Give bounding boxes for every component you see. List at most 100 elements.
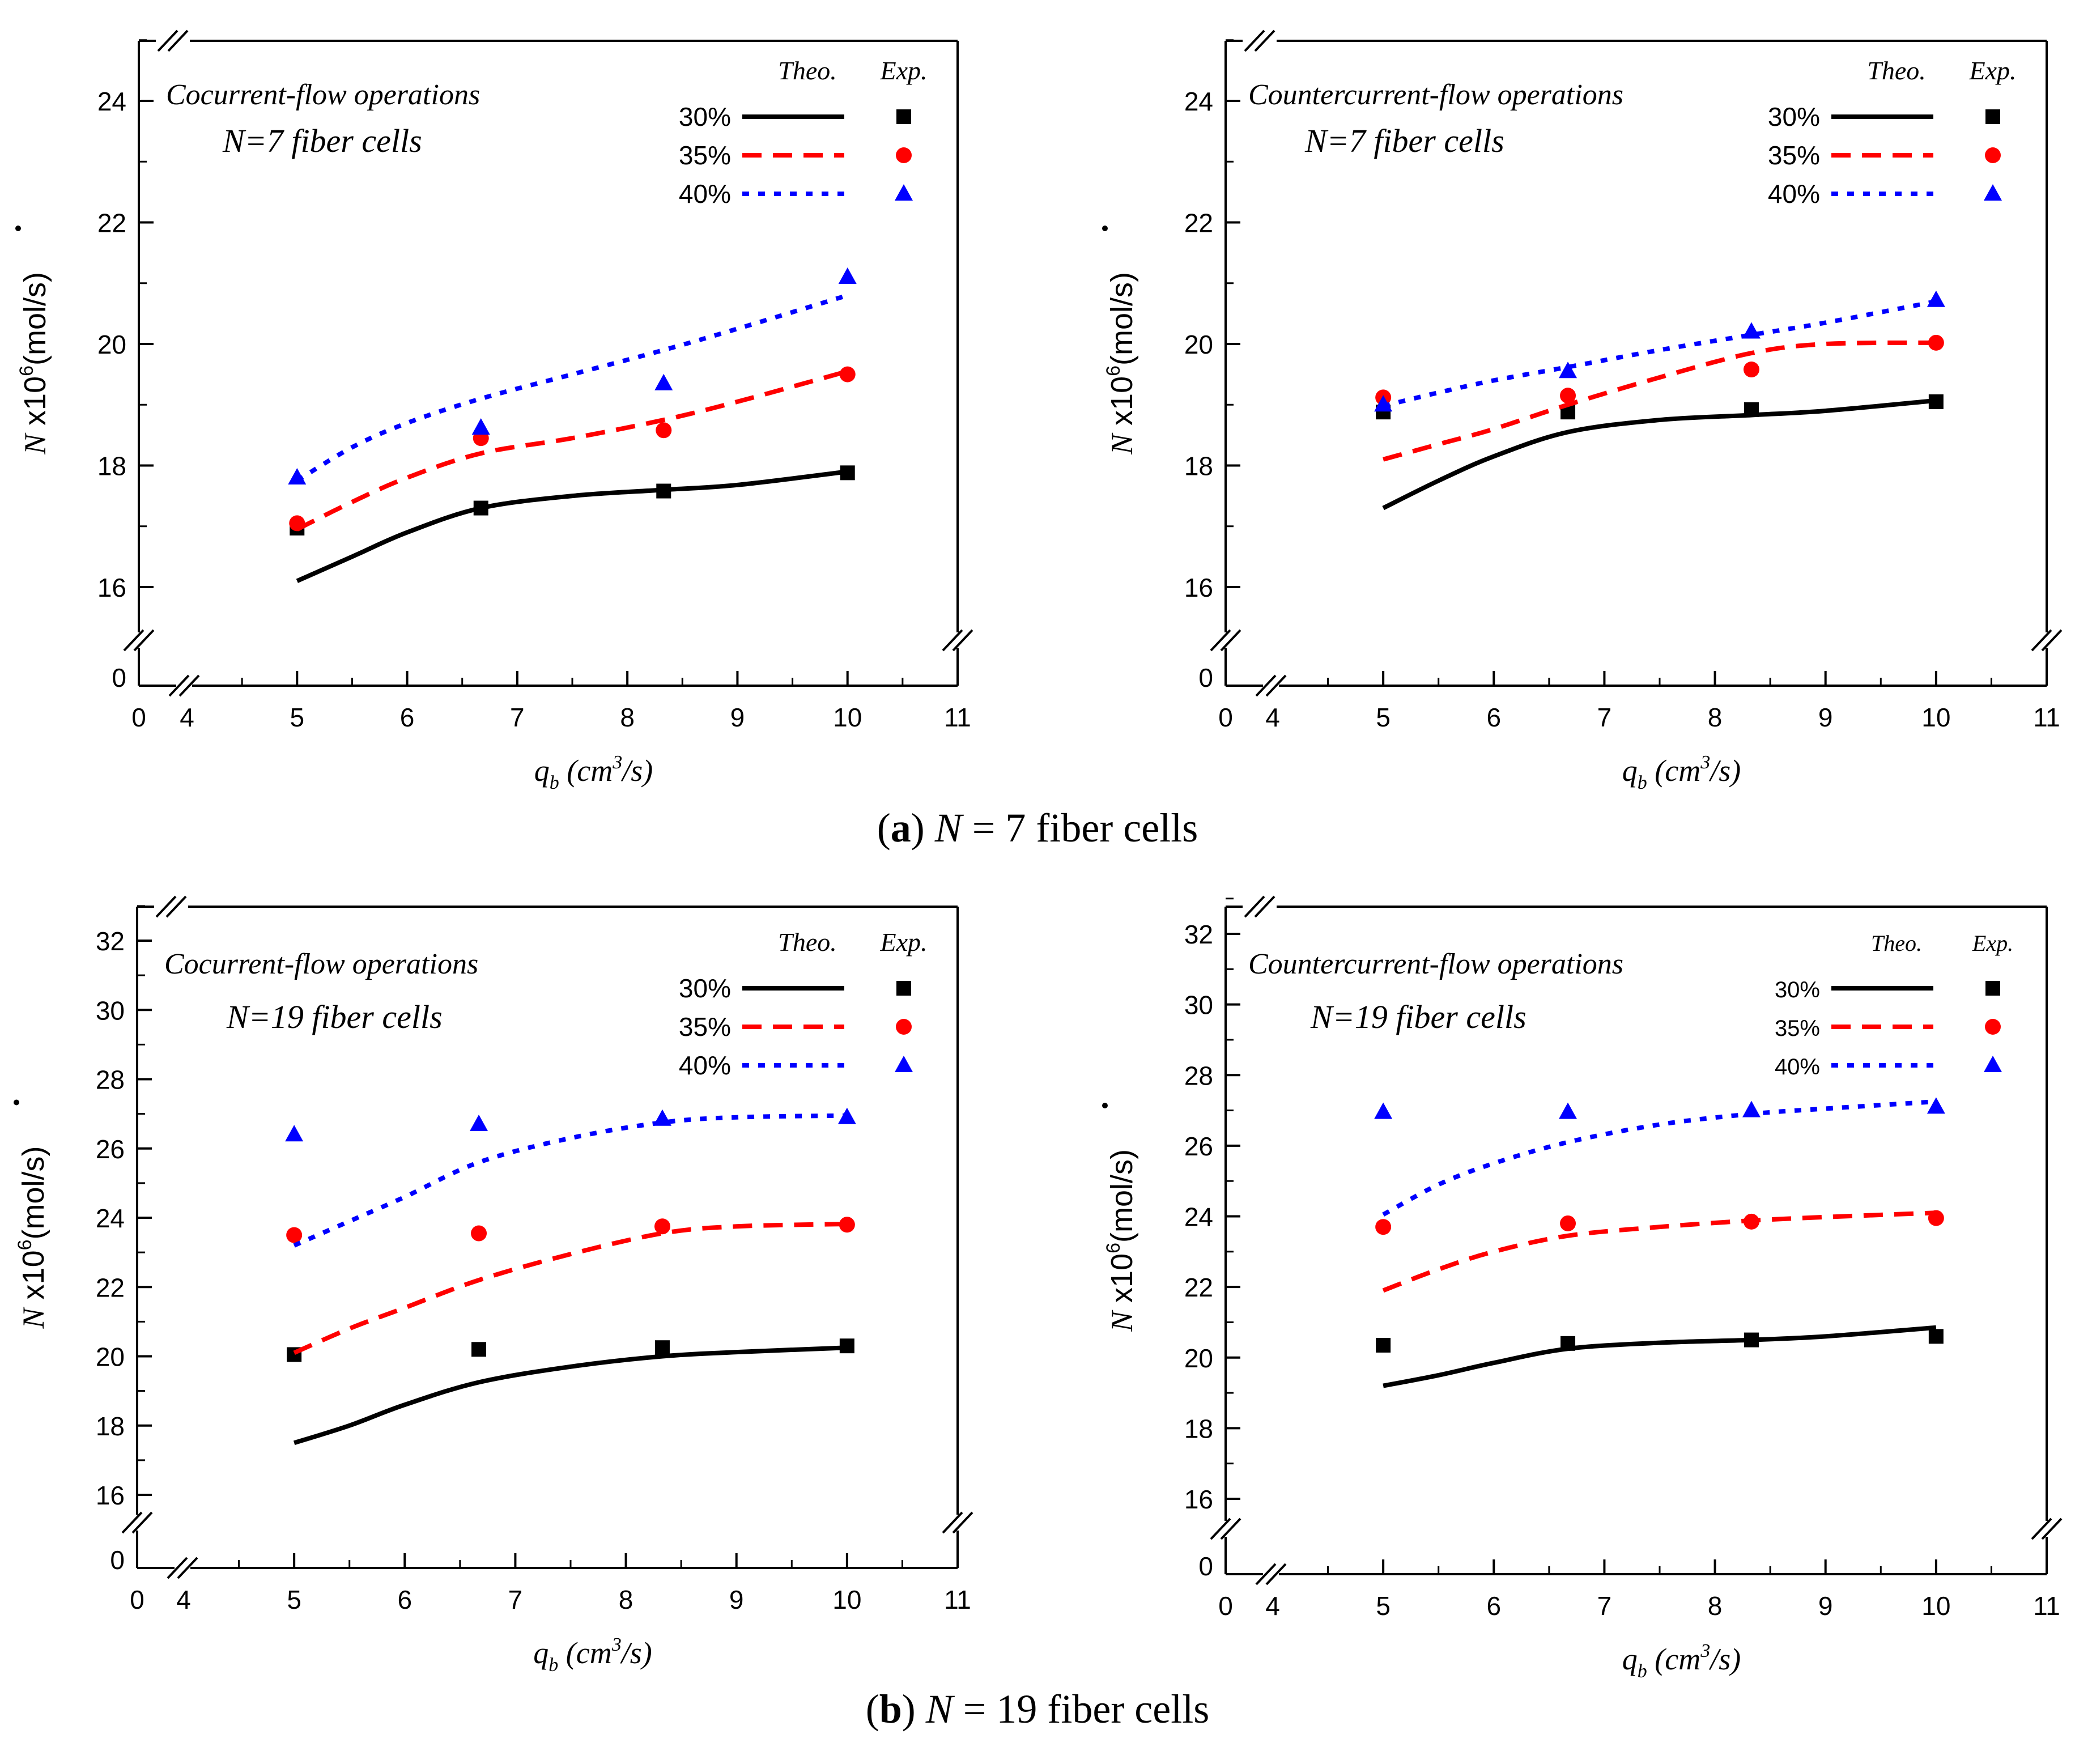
axis-break-left-a: [121, 1511, 143, 1534]
axis-break-left-a: [123, 629, 144, 652]
axis-break-top-b: [1254, 29, 1275, 52]
x-label-unit: (cm: [1647, 1642, 1700, 1676]
y-tick-label: 22: [96, 1273, 125, 1302]
axis-break-top-a: [1244, 29, 1265, 52]
exp-point-circle: [1375, 1219, 1392, 1235]
exp-point-square: [1744, 1332, 1759, 1348]
x-zero-label: 0: [131, 703, 146, 732]
x-tick-label: 5: [290, 703, 304, 732]
axis-break-top-a: [157, 29, 178, 52]
chart-title: Cocurrent-flow operations: [164, 948, 478, 980]
legend-marker-square: [896, 109, 911, 124]
x-label-unit-end: /s): [620, 754, 653, 788]
x-label-q: q: [533, 1636, 548, 1670]
x-axis-label: qb (cm3/s): [533, 1634, 652, 1676]
exp-point-square: [1744, 402, 1759, 417]
legend-label: 30%: [1775, 977, 1820, 1002]
chart-subtitle: N=19 fiber cells: [226, 998, 443, 1035]
exp-point-circle: [1928, 1210, 1944, 1226]
x-label-sub: b: [1638, 772, 1647, 793]
y-label-x10: x10: [18, 376, 52, 434]
legend-marker-circle: [1985, 1019, 2001, 1035]
exp-point-circle: [286, 1227, 303, 1243]
exp-point-square: [1560, 1336, 1576, 1351]
y-zero-label: 0: [112, 663, 126, 692]
x-label-unit-end: /s): [620, 1636, 652, 1670]
x-label-sup: 3: [612, 752, 622, 773]
y-label-n: N: [16, 1307, 50, 1329]
exp-point-triangle: [1559, 362, 1577, 379]
exp-point-circle: [839, 1217, 855, 1233]
caption-b-n: N: [925, 1686, 953, 1732]
y-tick-label: 22: [1184, 209, 1213, 238]
x-label-sup: 3: [1700, 1640, 1710, 1661]
y-label-dot: [15, 226, 21, 231]
exp-point-square: [471, 1342, 487, 1357]
chart-title: Countercurrent-flow operations: [1248, 948, 1623, 980]
axis-break-bottom-a: [1255, 674, 1277, 697]
y-label-unit: (mol/s): [18, 272, 52, 365]
axis-break-left-b: [1220, 629, 1241, 652]
chart-title: Countercurrent-flow operations: [1248, 79, 1623, 111]
exp-point-square: [654, 1340, 670, 1355]
x-label-unit: (cm: [559, 754, 613, 788]
exp-point-triangle: [285, 1125, 304, 1142]
y-label-unit: (mol/s): [1105, 272, 1139, 365]
x-zero-label: 0: [130, 1585, 144, 1614]
axis-break-top-b: [165, 895, 187, 918]
caption-a-letter: a: [890, 805, 911, 851]
y-zero-label: 0: [1198, 1552, 1213, 1581]
exp-point-triangle: [1742, 1100, 1761, 1117]
exp-point-triangle: [1559, 1102, 1577, 1119]
y-tick-label: 28: [96, 1065, 125, 1095]
exp-point-triangle: [837, 1107, 856, 1124]
x-tick-label: 4: [180, 703, 194, 732]
x-tick-label: 5: [287, 1585, 301, 1614]
legend-marker-square: [1985, 981, 2000, 996]
legend-label: 30%: [1768, 102, 1820, 131]
x-tick-label: 10: [1921, 1591, 1950, 1621]
exp-point-triangle: [471, 418, 490, 435]
legend-label: 35%: [679, 1012, 731, 1042]
x-tick-label: 6: [400, 703, 415, 732]
axis-break-right-a: [2031, 629, 2052, 652]
chart-subtitle: N=19 fiber cells: [1310, 998, 1527, 1035]
y-tick-label: 20: [97, 330, 126, 359]
y-tick-label: 28: [1184, 1061, 1213, 1090]
theo-curve-40%: [296, 293, 848, 483]
x-axis-label: qb (cm3/s): [1622, 1640, 1741, 1682]
chart-3: 16 18 20 22 24 26 28 30 32 0 4 5 6 7 8 9 10 11 0 qb (cm3/s)…: [14, 895, 973, 1676]
axis-break-top-b: [167, 29, 189, 52]
legend-marker-circle: [1985, 147, 2001, 163]
legend-label: 40%: [679, 179, 731, 209]
axis-break-bottom-b: [1265, 1563, 1287, 1586]
x-tick-label: 9: [729, 1585, 744, 1614]
theo-curve-30%: [1383, 1325, 1937, 1388]
caption-a-n: N: [934, 805, 962, 851]
axis-break-right-b: [2041, 629, 2063, 652]
legend-marker-square: [1985, 109, 2000, 124]
y-tick-label: 32: [1184, 920, 1213, 949]
x-tick-label: 7: [510, 703, 525, 732]
x-label-unit-end: /s): [1708, 754, 1741, 788]
y-label-dot: [14, 1099, 19, 1106]
y-tick-label: 30: [1184, 991, 1213, 1020]
exp-point-circle: [1560, 388, 1576, 404]
y-tick-label: 24: [97, 87, 126, 116]
exp-point-triangle: [1742, 322, 1761, 339]
y-label-sup: 6: [14, 1239, 36, 1250]
legend-marker-triangle: [1984, 1056, 2002, 1072]
x-tick-label: 11: [2033, 1591, 2060, 1621]
y-tick-label: 16: [97, 573, 126, 602]
caption-a: (a) N = 7 fiber cells: [877, 805, 1198, 851]
theo-curve-30%: [1382, 398, 1937, 511]
exp-point-circle: [289, 515, 305, 532]
theo-curve-40%: [1382, 1099, 1937, 1217]
axis-break-right-a: [942, 629, 963, 652]
y-tick-label: 20: [96, 1342, 125, 1372]
y-tick-label: 20: [1184, 1344, 1213, 1373]
exp-point-circle: [1560, 1215, 1576, 1231]
y-tick-label: 26: [96, 1134, 125, 1164]
exp-point-circle: [471, 1225, 487, 1242]
